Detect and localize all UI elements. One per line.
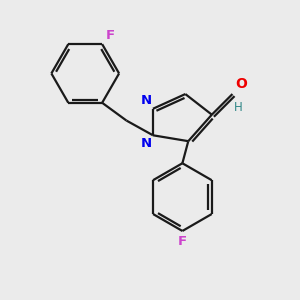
Text: F: F [178,236,187,248]
Text: H: H [234,100,243,113]
Text: N: N [140,94,152,107]
Text: O: O [236,77,247,91]
Text: F: F [106,29,115,42]
Text: N: N [140,137,152,150]
